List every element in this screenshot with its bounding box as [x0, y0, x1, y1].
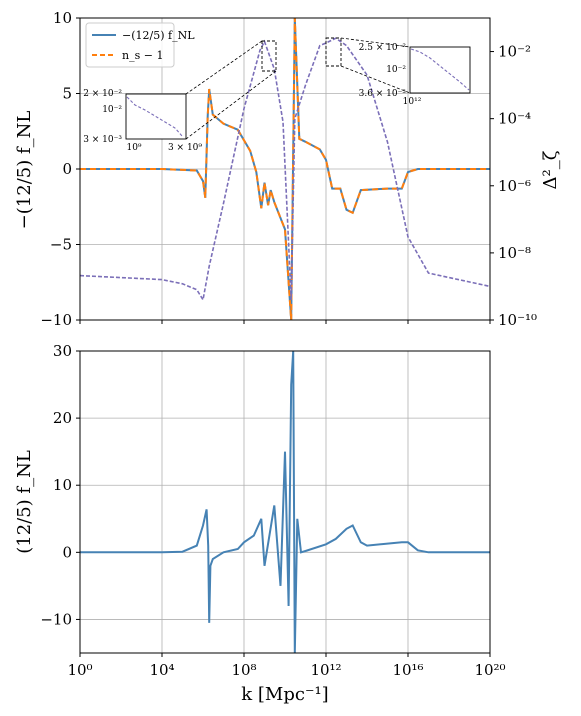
- inset-1-curve: [126, 96, 183, 137]
- top-y2tick-label-0: 10⁻¹⁰: [498, 311, 537, 329]
- top-y-label: −(12/5) f_NL: [14, 111, 35, 230]
- top-ytick-label-0: −10: [40, 311, 72, 329]
- inset-1-connector-a: [185, 40, 263, 95]
- bottom-y-ticks: −10 0 10 20 30: [40, 342, 80, 628]
- bottom-xtick-label-0: 10⁰: [67, 661, 92, 679]
- inset-2-ytick-2: 3.6 × 10⁻³: [359, 89, 407, 99]
- inset-2-ytick-0: 2.5 × 10⁻²: [359, 43, 407, 53]
- inset-1-xtick-1: 3 × 10⁹: [168, 143, 202, 153]
- top-y2tick-label-3: 10⁻⁴: [498, 110, 531, 128]
- legend: −(12/5) f_NL n_s − 1: [85, 22, 195, 68]
- bottom-ytick-label-1: 0: [62, 543, 72, 561]
- bottom-grid: [79, 350, 491, 653]
- inset-2: 2.5 × 10⁻² 10⁻² 3.6 × 10⁻³ 10¹²: [325, 37, 471, 107]
- top-ytick-label-3: 5: [62, 85, 72, 103]
- bottom-xtick-label-2: 10⁸: [231, 661, 256, 679]
- legend-label-ns: n_s − 1: [122, 49, 163, 62]
- top-series-1: [80, 17, 490, 321]
- inset-2-zoom-box: [325, 37, 342, 67]
- inset-2-ytick-1: 10⁻²: [386, 65, 406, 75]
- bottom-xtick-label-4: 10¹⁶: [392, 661, 423, 679]
- legend-label-fnl: −(12/5) f_NL: [122, 29, 195, 42]
- inset-1-ytick-0: 2 × 10⁻²: [83, 89, 122, 99]
- top-y-ticks: −10 −5 0 5 10: [40, 9, 491, 329]
- inset-2-frame: [409, 46, 471, 94]
- bottom-lines: [80, 350, 490, 654]
- bottom-series-0: [80, 350, 490, 654]
- bottom-xtick-label-1: 10⁴: [149, 661, 174, 679]
- inset-1-ytick-2: 3 × 10⁻³: [83, 135, 122, 145]
- top-y2tick-label-1: 10⁻⁸: [498, 244, 531, 262]
- bottom-ytick-label-2: 10: [53, 476, 72, 494]
- bottom-ytick-label-3: 20: [53, 409, 72, 427]
- top-y2tick-label-2: 10⁻⁶: [498, 177, 531, 195]
- bottom-axes-frame: [79, 350, 491, 654]
- bottom-x-ticks: 10⁰ 10⁴ 10⁸ 10¹² 10¹⁶ 10²⁰: [67, 653, 506, 679]
- inset-1-xtick-0: 10⁹: [126, 143, 141, 153]
- top-ytick-label-4: 10: [53, 9, 72, 27]
- bottom-ytick-label-0: −10: [40, 610, 72, 628]
- top-series-2: [79, 37, 491, 302]
- top-y2tick-label-4: 10⁻²: [498, 43, 531, 61]
- inset-1-ytick-1: 10⁻²: [102, 105, 122, 115]
- inset-1-connector-b: [185, 70, 277, 140]
- bottom-xtick-label-3: 10¹²: [310, 661, 341, 679]
- bottom-panel: −10 0 10 20 30 10⁰ 10⁴ 10⁸ 10¹² 10¹⁶ 10²⁰ (12/5) …: [14, 342, 506, 705]
- top-panel: −10 −5 0 5 10 10⁻¹⁰ 10⁻⁸ 10⁻⁶ 10⁻⁴ 10⁻² −(12/5) …: [14, 9, 561, 329]
- inset-1: 2 × 10⁻² 10⁻² 3 × 10⁻³ 10⁹ 3 × 10⁹: [83, 40, 277, 153]
- inset-2-xtick-0: 10¹²: [403, 97, 422, 107]
- top-lines: [79, 17, 491, 321]
- top-ytick-label-2: 0: [62, 160, 72, 178]
- top-ytick-label-1: −5: [50, 236, 72, 254]
- inset-1-zoom-box: [261, 40, 277, 72]
- top-y2-ticks: 10⁻¹⁰ 10⁻⁸ 10⁻⁶ 10⁻⁴ 10⁻²: [490, 43, 537, 329]
- bottom-x-label: k [Mpc⁻¹]: [241, 684, 328, 705]
- bottom-xtick-label-5: 10²⁰: [474, 661, 505, 679]
- top-y2-label: Δ²_ζ: [540, 150, 561, 189]
- bottom-y-label: (12/5) f_NL: [14, 450, 35, 554]
- inset-2-connector-a: [340, 37, 411, 48]
- bottom-ytick-label-4: 30: [53, 342, 72, 360]
- inset-2-connector-b: [340, 65, 411, 94]
